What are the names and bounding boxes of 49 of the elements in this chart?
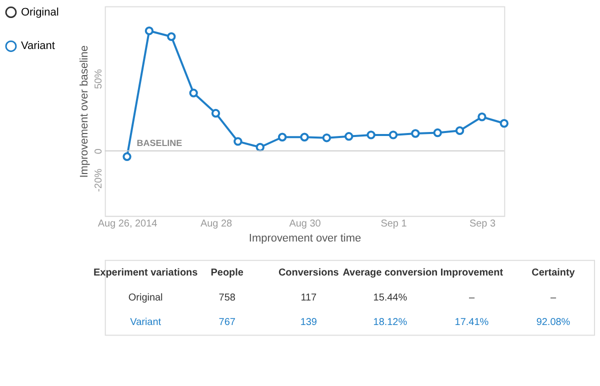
text: 117: [300, 292, 317, 304]
category-label: People: [210, 267, 244, 278]
point: [433, 128, 442, 138]
legend-label: Variant: [20, 40, 55, 52]
category-label: Experiment variations: [94, 267, 198, 278]
ref-line-label: BASELINE: [136, 138, 182, 148]
text: 758: [218, 292, 236, 304]
point: [411, 129, 420, 138]
x-tick-label: Aug 30: [289, 218, 322, 230]
point: [322, 134, 332, 142]
y-axis-title: Improvement over baseline: [78, 45, 90, 178]
category-label: Conversions: [278, 267, 340, 278]
y-tick-label: -20%: [93, 168, 104, 192]
text: –: [550, 292, 556, 304]
y-tick-label: 0: [93, 148, 104, 154]
point: [455, 126, 464, 135]
point: [211, 108, 220, 118]
point: [189, 88, 198, 98]
point: [500, 119, 509, 128]
text: Variant: [130, 317, 162, 328]
point: [278, 132, 287, 142]
text: Original: [128, 292, 163, 304]
text: 139: [300, 317, 317, 328]
x-axis-title: Improvement over time: [248, 232, 362, 244]
text: 92.08%: [536, 317, 570, 328]
point: [300, 132, 309, 142]
legend-label: Original: [20, 6, 59, 18]
point: [366, 130, 376, 140]
text: 18.12%: [373, 317, 408, 328]
y-tick-label: 50%: [93, 68, 104, 90]
text: 15.44%: [373, 292, 408, 304]
category-label: Certainty: [532, 267, 576, 278]
point: [256, 142, 264, 152]
x-tick-label: Aug 28: [200, 218, 232, 230]
point: [167, 32, 176, 41]
text: 767: [218, 317, 236, 328]
x-tick-label: Aug 26, 2014: [98, 218, 158, 230]
point: [234, 137, 242, 146]
text: 17.41%: [454, 317, 489, 328]
x-tick-label: Sep 1: [380, 218, 408, 230]
point: [122, 152, 132, 161]
point: [478, 112, 486, 122]
point: [388, 130, 398, 140]
x-tick-label: Sep 3: [469, 218, 496, 230]
point: [144, 26, 154, 36]
category-label: Average conversion: [342, 267, 438, 278]
point: [344, 132, 354, 141]
category-label: Improvement: [440, 267, 504, 278]
text: –: [468, 292, 474, 304]
